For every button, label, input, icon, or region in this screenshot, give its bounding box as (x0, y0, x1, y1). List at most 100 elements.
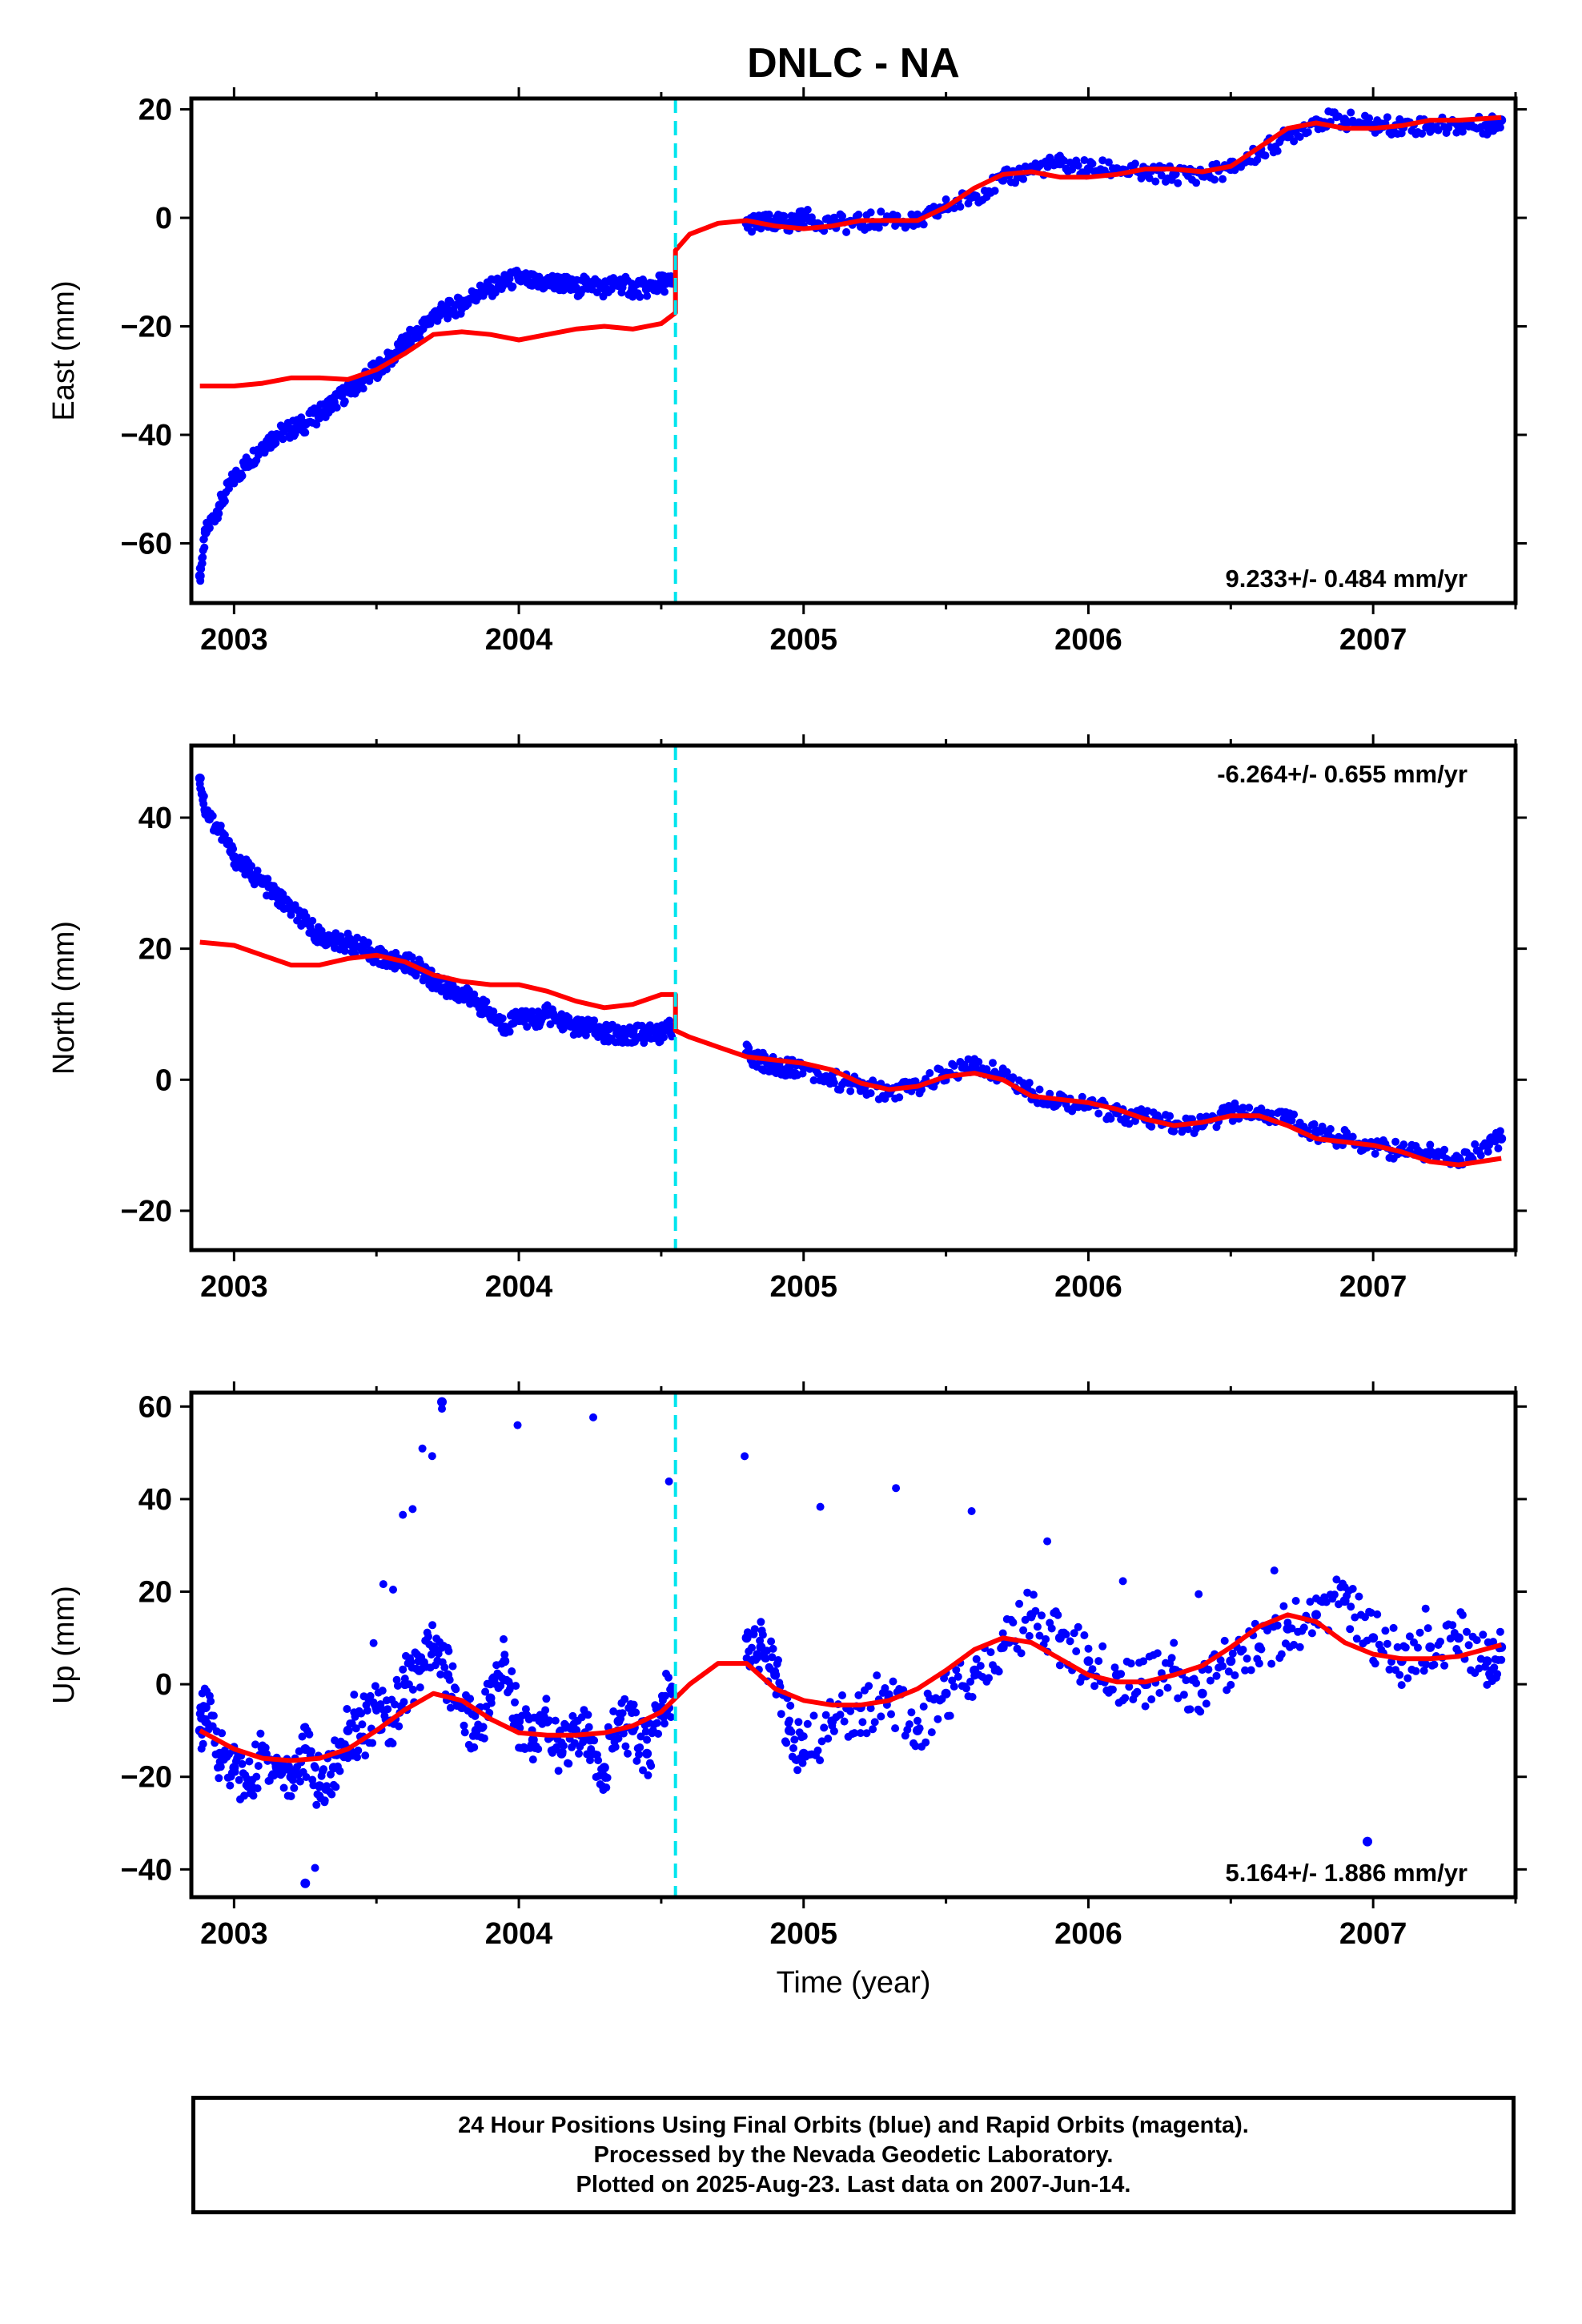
cloud-point (1243, 1655, 1251, 1663)
cloud-point (785, 1716, 793, 1725)
cloud-point (636, 1732, 645, 1741)
cloud-point (786, 1701, 795, 1710)
data-point (756, 1642, 766, 1652)
data-point (613, 1029, 624, 1039)
cloud-point (809, 1711, 818, 1720)
cloud-point (418, 1444, 427, 1453)
cloud-point (1167, 1654, 1176, 1663)
cloud-point (1202, 1699, 1211, 1708)
cloud-point (874, 223, 883, 232)
cloud-point (584, 1711, 592, 1719)
cloud-point (1029, 1590, 1038, 1599)
cloud-point (1104, 158, 1113, 167)
cloud-point (1373, 1610, 1382, 1618)
data-point (328, 1763, 339, 1773)
cloud-point (803, 1719, 812, 1728)
cloud-point (636, 292, 644, 301)
data-point (1496, 1133, 1507, 1144)
data-point (1083, 1656, 1094, 1667)
cloud-point (1351, 1613, 1359, 1622)
cloud-point (840, 1717, 849, 1726)
cloud-point (308, 916, 317, 925)
cloud-point (466, 1695, 475, 1703)
cloud-point (541, 1706, 550, 1715)
cloud-point (552, 1743, 561, 1751)
data-point (1283, 1623, 1293, 1634)
cloud-point (950, 1683, 958, 1691)
data-point (1311, 1610, 1321, 1620)
data-point (1453, 1633, 1464, 1643)
cloud-point (1411, 1667, 1420, 1675)
cloud-point (1084, 1644, 1093, 1653)
data-point (485, 283, 496, 294)
cloud-point (1391, 1137, 1400, 1146)
cloud-point (209, 1711, 218, 1720)
cloud-point (820, 1723, 829, 1732)
cloud-point (295, 1777, 304, 1786)
cloud-point (758, 1630, 767, 1639)
cloud-point (927, 1728, 936, 1737)
data-point (970, 1665, 980, 1675)
cloud-point (1322, 1598, 1331, 1606)
cloud-point (1326, 1124, 1335, 1133)
data-point (443, 1670, 453, 1680)
cloud-point (1143, 1107, 1152, 1116)
cloud-point (554, 1767, 563, 1775)
cloud-point (1385, 1665, 1394, 1674)
data-point (400, 1679, 410, 1690)
cloud-point (952, 1666, 961, 1675)
cloud-point (907, 1708, 916, 1717)
data-point (300, 917, 311, 927)
data-point (741, 1633, 752, 1643)
cloud-point (1245, 1104, 1254, 1112)
cloud-point (1219, 175, 1227, 183)
cloud-point (866, 208, 875, 217)
cloud-point (1332, 1575, 1341, 1584)
cloud-point (1055, 1661, 1064, 1670)
cloud-point (994, 1667, 1003, 1676)
cloud-point (1074, 1622, 1082, 1631)
cloud-point (1125, 1683, 1134, 1691)
cloud-point (1448, 1621, 1457, 1630)
y-tick-label: 0 (155, 1063, 172, 1097)
cloud-point (229, 845, 238, 853)
cloud-point (881, 1684, 889, 1692)
cloud-point (240, 1791, 249, 1800)
cloud-point (846, 1707, 855, 1715)
data-point (1482, 1140, 1492, 1151)
data-point (243, 456, 254, 467)
cloud-point (301, 428, 310, 437)
cloud-point (1228, 1116, 1237, 1125)
cloud-point (1330, 1590, 1339, 1599)
cloud-point (215, 509, 223, 518)
cloud-point (950, 204, 958, 212)
cloud-point (589, 1413, 597, 1421)
cloud-point (794, 1718, 803, 1727)
data-point (585, 1735, 595, 1745)
cloud-point (305, 1730, 314, 1739)
cloud-point (399, 1665, 408, 1674)
cloud-point (470, 1743, 479, 1751)
cloud-point (1035, 1085, 1044, 1094)
cloud-point (393, 1682, 402, 1690)
cloud-point (1387, 131, 1395, 139)
cloud-point (1183, 1125, 1192, 1134)
x-tick-label: 2003 (200, 623, 268, 657)
cloud-point (1227, 1680, 1235, 1689)
x-tick-label: 2003 (200, 1917, 268, 1951)
cloud-point (408, 1505, 417, 1514)
cloud-point (252, 1772, 261, 1781)
cloud-point (1389, 1623, 1398, 1632)
cloud-point (1174, 1694, 1182, 1703)
data-point (428, 311, 439, 320)
data-point (642, 1748, 652, 1759)
cloud-point (614, 1734, 623, 1743)
data-point (998, 1068, 1008, 1079)
cloud-point (351, 1724, 360, 1733)
cloud-point (789, 1744, 797, 1752)
cloud-point (780, 212, 789, 220)
cloud-point (1403, 1674, 1412, 1683)
x-axis-title: Time (year) (777, 1966, 931, 2000)
cloud-point (1422, 1660, 1431, 1669)
cloud-point (913, 1716, 921, 1725)
